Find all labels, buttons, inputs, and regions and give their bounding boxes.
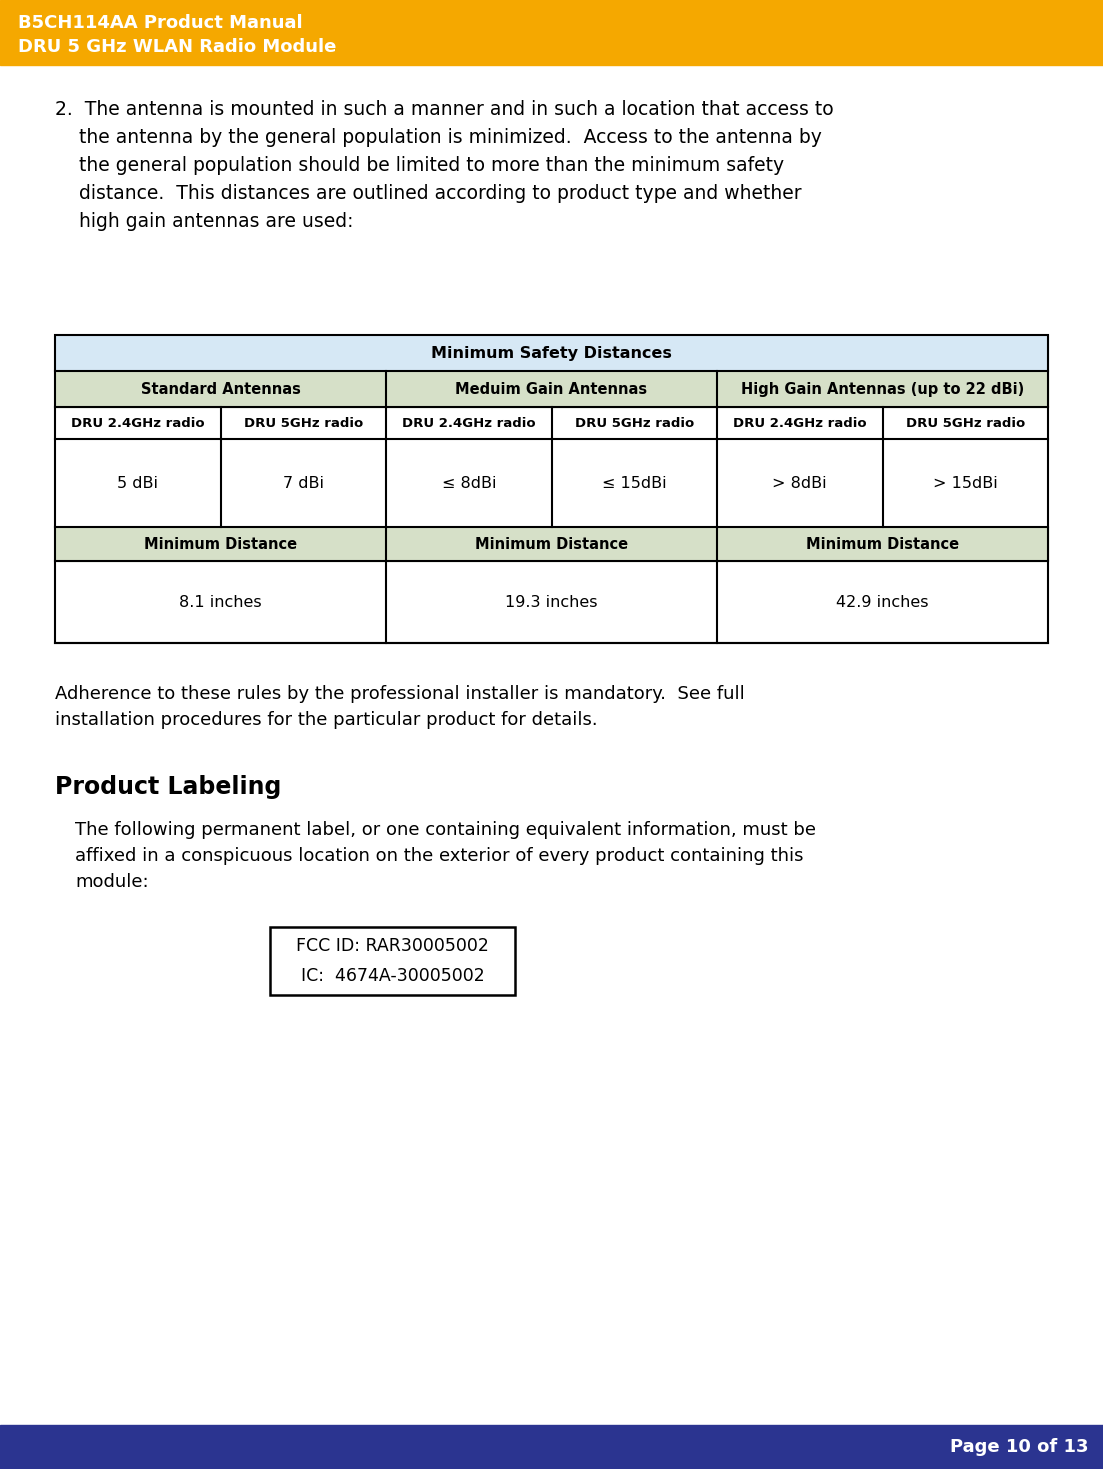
Text: DRU 5GHz radio: DRU 5GHz radio — [244, 417, 363, 429]
Text: DRU 2.4GHz radio: DRU 2.4GHz radio — [71, 417, 204, 429]
Text: Standard Antennas: Standard Antennas — [140, 382, 300, 397]
Text: Product Labeling: Product Labeling — [55, 776, 281, 799]
Text: 5 dBi: 5 dBi — [117, 476, 158, 491]
Text: module:: module: — [75, 873, 149, 892]
Text: > 8dBi: > 8dBi — [772, 476, 827, 491]
Text: DRU 5GHz radio: DRU 5GHz radio — [575, 417, 694, 429]
Text: FCC ID: RAR30005002: FCC ID: RAR30005002 — [296, 937, 489, 955]
Bar — [0, 0, 1103, 65]
Bar — [717, 527, 1048, 561]
Bar — [55, 335, 1048, 372]
Text: the antenna by the general population is minimized.  Access to the antenna by: the antenna by the general population is… — [55, 128, 822, 147]
Text: 42.9 inches: 42.9 inches — [836, 595, 929, 610]
Text: High Gain Antennas (up to 22 dBi): High Gain Antennas (up to 22 dBi) — [741, 382, 1024, 397]
Text: Meduim Gain Antennas: Meduim Gain Antennas — [456, 382, 647, 397]
Text: affixed in a conspicuous location on the exterior of every product containing th: affixed in a conspicuous location on the… — [75, 848, 803, 865]
Text: Adherence to these rules by the professional installer is mandatory.  See full: Adherence to these rules by the professi… — [55, 685, 745, 704]
Text: the general population should be limited to more than the minimum safety: the general population should be limited… — [55, 156, 784, 175]
Bar — [55, 335, 1048, 643]
Text: Minimum Distance: Minimum Distance — [475, 536, 628, 551]
Text: DRU 5 GHz WLAN Radio Module: DRU 5 GHz WLAN Radio Module — [18, 38, 336, 56]
Text: distance.  This distances are outlined according to product type and whether: distance. This distances are outlined ac… — [55, 184, 802, 203]
Text: > 15dBi: > 15dBi — [933, 476, 997, 491]
Text: The following permanent label, or one containing equivalent information, must be: The following permanent label, or one co… — [75, 821, 816, 839]
Bar — [55, 372, 386, 407]
Text: IC:  4674A-30005002: IC: 4674A-30005002 — [301, 967, 484, 984]
Text: 8.1 inches: 8.1 inches — [179, 595, 261, 610]
Text: Minimum Distance: Minimum Distance — [143, 536, 297, 551]
Text: 7 dBi: 7 dBi — [282, 476, 324, 491]
Bar — [55, 527, 386, 561]
Bar — [386, 527, 717, 561]
Text: 2.  The antenna is mounted in such a manner and in such a location that access t: 2. The antenna is mounted in such a mann… — [55, 100, 834, 119]
Text: DRU 2.4GHz radio: DRU 2.4GHz radio — [732, 417, 867, 429]
Bar — [270, 927, 515, 995]
Text: Page 10 of 13: Page 10 of 13 — [950, 1438, 1088, 1456]
Text: B5CH114AA Product Manual: B5CH114AA Product Manual — [18, 15, 302, 32]
Text: ≤ 8dBi: ≤ 8dBi — [441, 476, 496, 491]
Text: Minimum Distance: Minimum Distance — [806, 536, 960, 551]
Text: DRU 2.4GHz radio: DRU 2.4GHz radio — [401, 417, 536, 429]
Text: installation procedures for the particular product for details.: installation procedures for the particul… — [55, 711, 598, 729]
Bar — [717, 372, 1048, 407]
Text: Minimum Safety Distances: Minimum Safety Distances — [431, 345, 672, 360]
Text: DRU 5GHz radio: DRU 5GHz radio — [906, 417, 1025, 429]
Text: high gain antennas are used:: high gain antennas are used: — [55, 212, 353, 231]
Bar — [55, 335, 1048, 643]
Bar — [0, 1425, 1103, 1469]
Text: ≤ 15dBi: ≤ 15dBi — [602, 476, 666, 491]
Text: 19.3 inches: 19.3 inches — [505, 595, 598, 610]
Bar — [386, 372, 717, 407]
